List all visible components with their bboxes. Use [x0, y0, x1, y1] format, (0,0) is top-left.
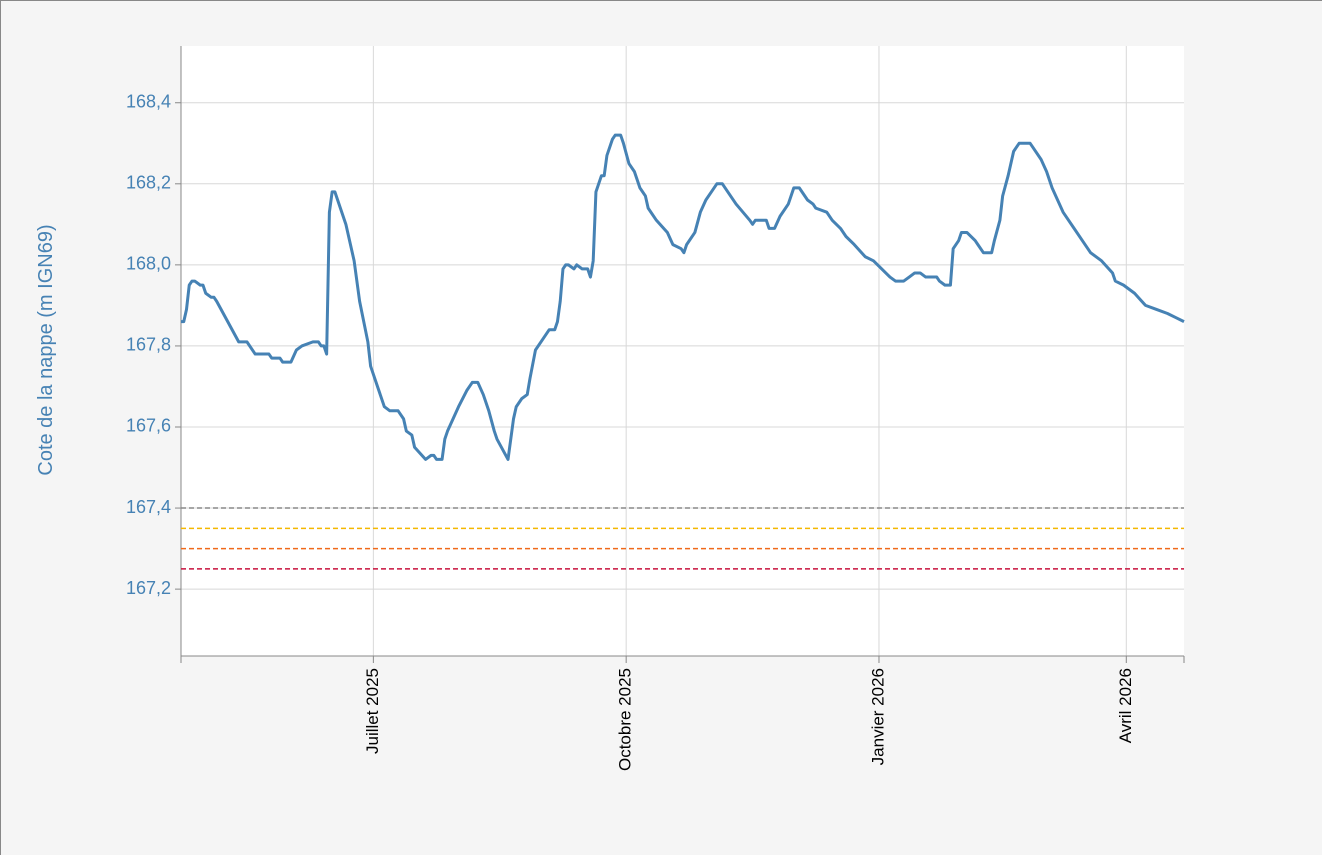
y-tick-label: 168,0 [126, 254, 171, 274]
y-axis-label: Cote de la nappe (m IGN69) [35, 224, 57, 475]
x-tick-label: Avril 2026 [1116, 668, 1135, 743]
y-tick-label: 167,8 [126, 335, 171, 355]
x-tick-label: Juillet 2025 [363, 668, 382, 754]
y-tick-label: 168,2 [126, 173, 171, 193]
x-tick-label: Octobre 2025 [616, 668, 635, 771]
x-tick-label: Janvier 2026 [868, 668, 887, 765]
y-tick-label: 167,6 [126, 416, 171, 436]
y-tick-label: 168,4 [126, 91, 171, 111]
y-tick-label: 167,4 [126, 497, 171, 517]
y-tick-label: 167,2 [126, 578, 171, 598]
data-line [181, 133, 1185, 461]
plot-area [181, 46, 1184, 656]
